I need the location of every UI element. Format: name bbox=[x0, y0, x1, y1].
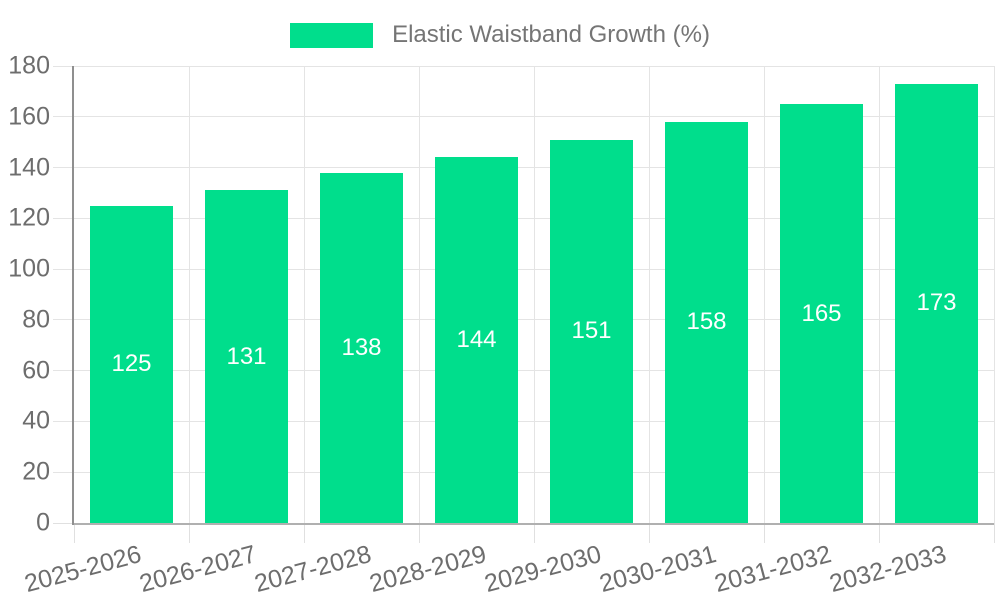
y-grid-line bbox=[53, 65, 994, 67]
x-tick-mark bbox=[418, 523, 420, 543]
y-grid-line bbox=[53, 167, 994, 169]
bar: 165 bbox=[780, 104, 863, 523]
bar: 131 bbox=[205, 190, 288, 523]
x-tick-mark bbox=[303, 523, 305, 543]
x-tick-mark bbox=[73, 523, 75, 543]
y-tick-label: 160 bbox=[8, 102, 50, 131]
bar: 151 bbox=[550, 139, 633, 523]
x-tick-mark bbox=[533, 523, 535, 543]
y-tick-label: 140 bbox=[8, 153, 50, 182]
x-grid-line bbox=[878, 66, 880, 523]
y-tick-label: 120 bbox=[8, 203, 50, 232]
x-tick-label: 2028-2029 bbox=[366, 540, 490, 599]
x-axis-line bbox=[74, 523, 994, 525]
y-tick-mark bbox=[53, 522, 73, 524]
bar: 125 bbox=[90, 205, 173, 523]
x-tick-label: 2027-2028 bbox=[251, 540, 375, 599]
bar-value-label: 138 bbox=[341, 333, 382, 361]
x-grid-line bbox=[533, 66, 535, 523]
x-grid-line bbox=[418, 66, 420, 523]
y-grid-line bbox=[53, 471, 994, 473]
bar: 144 bbox=[435, 157, 518, 523]
y-grid-line bbox=[53, 217, 994, 219]
y-tick-label: 60 bbox=[22, 356, 50, 385]
x-tick-mark bbox=[763, 523, 765, 543]
x-tick-mark bbox=[878, 523, 880, 543]
x-tick-mark bbox=[993, 523, 995, 543]
x-grid-line bbox=[303, 66, 305, 523]
y-axis-line bbox=[72, 66, 74, 525]
legend[interactable]: Elastic Waistband Growth (%) bbox=[0, 21, 1000, 49]
y-grid-line bbox=[53, 420, 994, 422]
y-tick-label: 180 bbox=[8, 51, 50, 80]
y-tick-label: 20 bbox=[22, 457, 50, 486]
x-tick-mark bbox=[188, 523, 190, 543]
x-tick-label: 2025-2026 bbox=[21, 540, 145, 599]
legend-swatch bbox=[290, 22, 374, 48]
y-grid-line bbox=[53, 319, 994, 321]
x-tick-mark bbox=[648, 523, 650, 543]
x-grid-line bbox=[993, 66, 995, 523]
bar: 158 bbox=[665, 121, 748, 523]
x-grid-line bbox=[648, 66, 650, 523]
y-tick-label: 40 bbox=[22, 406, 50, 435]
y-tick-label: 0 bbox=[36, 508, 50, 537]
bar-value-label: 158 bbox=[686, 308, 727, 336]
y-tick-label: 100 bbox=[8, 254, 50, 283]
bar-value-label: 165 bbox=[801, 299, 842, 327]
y-grid-line bbox=[53, 370, 994, 372]
y-grid-line bbox=[53, 268, 994, 270]
bar-value-label: 151 bbox=[571, 317, 612, 345]
bar-value-label: 173 bbox=[916, 289, 957, 317]
x-tick-label: 2029-2030 bbox=[481, 540, 605, 599]
bar-value-label: 125 bbox=[111, 350, 152, 378]
bar: 138 bbox=[320, 172, 403, 523]
x-grid-line bbox=[188, 66, 190, 523]
y-grid-line bbox=[53, 116, 994, 118]
y-tick-label: 80 bbox=[22, 305, 50, 334]
x-tick-label: 2026-2027 bbox=[136, 540, 260, 599]
bar-value-label: 144 bbox=[456, 326, 497, 354]
x-grid-line bbox=[763, 66, 765, 523]
x-tick-label: 2032-2033 bbox=[826, 540, 950, 599]
x-tick-label: 2031-2032 bbox=[711, 540, 835, 599]
bar: 173 bbox=[895, 83, 978, 523]
x-tick-label: 2030-2031 bbox=[596, 540, 720, 599]
bar-value-label: 131 bbox=[226, 342, 267, 370]
legend-label: Elastic Waistband Growth (%) bbox=[392, 21, 710, 48]
